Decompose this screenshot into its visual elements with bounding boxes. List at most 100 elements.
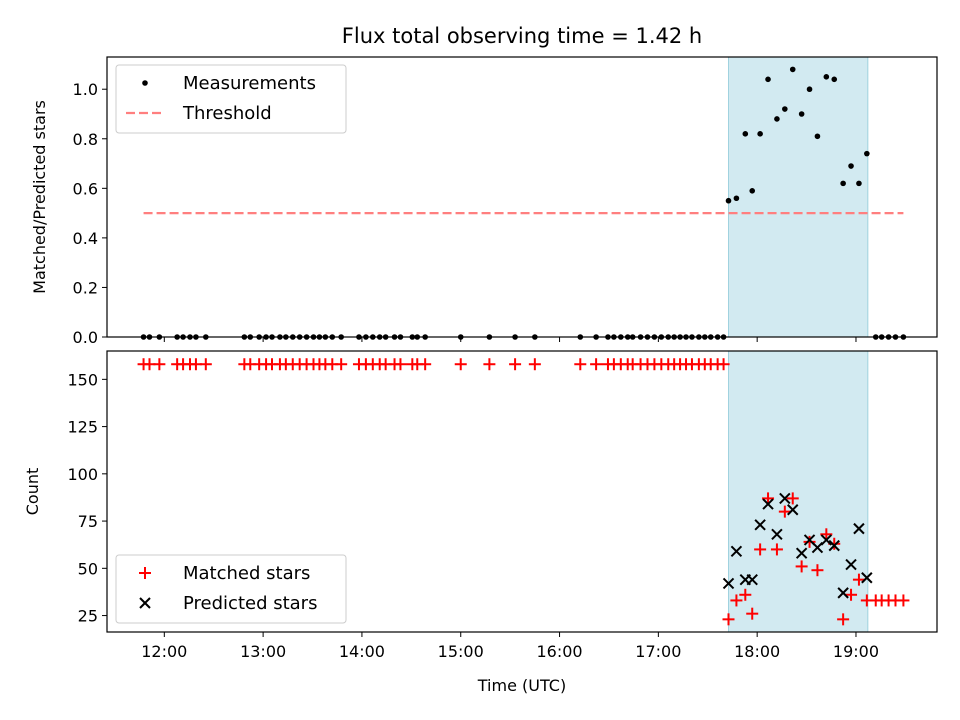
predicted-marker: [762, 498, 774, 510]
series-matched-stars: [137, 358, 910, 626]
matched-marker: [717, 358, 730, 371]
predicted-marker-b: [730, 545, 743, 558]
x-tick-label: 15:00: [438, 642, 484, 661]
matched-marker: [778, 505, 791, 518]
predicted-marker: [845, 558, 857, 571]
matched-marker: [528, 358, 541, 371]
predicted-marker: [820, 534, 833, 546]
measurement-point: [774, 116, 780, 122]
predicted-marker-b: [762, 498, 774, 510]
matched-marker: [795, 560, 808, 573]
measurement-point: [823, 74, 830, 80]
measurement-point: [848, 163, 854, 169]
matched-marker: [394, 358, 407, 371]
predicted-marker-b: [795, 547, 808, 559]
matched-marker: [153, 358, 166, 371]
y-tick-label: 0.2: [73, 278, 98, 297]
legend-box: [115, 64, 347, 134]
predicted-marker: [795, 547, 808, 559]
y-tick-label: 0.0: [73, 328, 98, 347]
panel-2: 25 50 75 100 125 150 12:00 13:00 14:00 15:00 16:00…: [23, 350, 938, 661]
measurement-point: [757, 131, 763, 137]
predicted-marker: [771, 528, 783, 541]
y-tick-label: 75: [78, 512, 98, 531]
measurement-point: [782, 106, 788, 112]
matched-marker: [820, 528, 833, 541]
matched-marker: [722, 613, 735, 626]
matched-marker: [754, 543, 767, 556]
legend: Measurements Threshold: [115, 64, 347, 134]
y-tick-label: 25: [78, 607, 98, 626]
measurement-point: [864, 150, 870, 157]
legend-box: [115, 554, 347, 624]
predicted-marker: [853, 522, 865, 535]
x-tick-label: 16:00: [536, 642, 582, 661]
measurement-point: [798, 111, 805, 117]
y-tick-label: 150: [67, 370, 98, 389]
predicted-marker-b: [722, 577, 735, 590]
measurement-point: [831, 76, 838, 83]
matched-marker: [746, 607, 759, 620]
predicted-marker: [779, 492, 791, 505]
predicted-marker: [828, 539, 840, 552]
measurement-point: [789, 66, 796, 73]
chart-title: Flux total observing time = 1.42 h: [342, 24, 702, 48]
matched-marker: [590, 358, 603, 371]
predicted-marker: [722, 577, 735, 590]
legend-label: Matched stars: [183, 563, 310, 584]
predicted-marker-b: [861, 572, 873, 584]
predicted-marker-b: [803, 534, 816, 546]
y-tick-label: 125: [67, 418, 98, 437]
predicted-marker: [787, 504, 799, 516]
measurement-point: [749, 188, 756, 194]
matched-marker: [483, 358, 496, 371]
legend-x-swatch: [139, 597, 151, 609]
predicted-marker-b: [820, 534, 833, 546]
matched-marker: [335, 358, 348, 371]
predicted-marker-b: [845, 558, 857, 571]
matched-marker: [845, 588, 858, 601]
predicted-marker-b: [828, 539, 840, 552]
matched-marker: [509, 358, 522, 371]
legend-label: Predicted stars: [183, 593, 317, 614]
x-tick-label: 14:00: [339, 642, 385, 661]
predicted-marker-b: [754, 519, 766, 531]
predicted-marker-b: [771, 528, 783, 541]
y-tick-label: 100: [67, 465, 98, 484]
measurement-point: [806, 86, 813, 93]
y-axis-label: Matched/Predicted stars: [30, 100, 49, 294]
measurement-point: [840, 180, 846, 187]
legend-label: Threshold: [182, 103, 272, 124]
predicted-marker-b: [779, 492, 791, 505]
predicted-marker: [746, 573, 758, 586]
x-axis-label: Time (UTC): [477, 676, 566, 695]
plot-frame: [106, 56, 938, 338]
panels: 0.0 0.2 0.4 0.6 0.8 1.0 Matched/Predicted star…: [23, 56, 938, 661]
series-predicted-stars: [722, 492, 873, 599]
legend-plus-swatch: [139, 567, 151, 579]
measurement-point: [856, 180, 862, 187]
legend-label: Measurements: [183, 73, 316, 94]
matched-marker: [852, 573, 865, 586]
matched-marker: [786, 492, 799, 505]
y-axis-label: Count: [23, 468, 42, 516]
matched-marker: [811, 564, 824, 577]
y-tick-label: 0.8: [73, 130, 98, 149]
y-tick-label: 0.4: [73, 229, 98, 248]
measurement-point: [742, 131, 749, 137]
predicted-marker-b: [746, 573, 758, 586]
predicted-marker-b: [787, 504, 799, 516]
observing-span: [728, 56, 869, 338]
matched-marker: [837, 613, 850, 626]
matched-marker: [199, 358, 212, 371]
measurement-point: [814, 133, 821, 140]
matched-marker: [739, 588, 752, 601]
observing-span: [728, 350, 869, 633]
matched-marker: [803, 535, 816, 548]
predicted-marker: [730, 545, 743, 558]
matched-marker: [762, 492, 775, 505]
predicted-marker: [837, 587, 849, 599]
matched-marker: [454, 358, 467, 371]
legend-dot-swatch: [142, 80, 148, 86]
